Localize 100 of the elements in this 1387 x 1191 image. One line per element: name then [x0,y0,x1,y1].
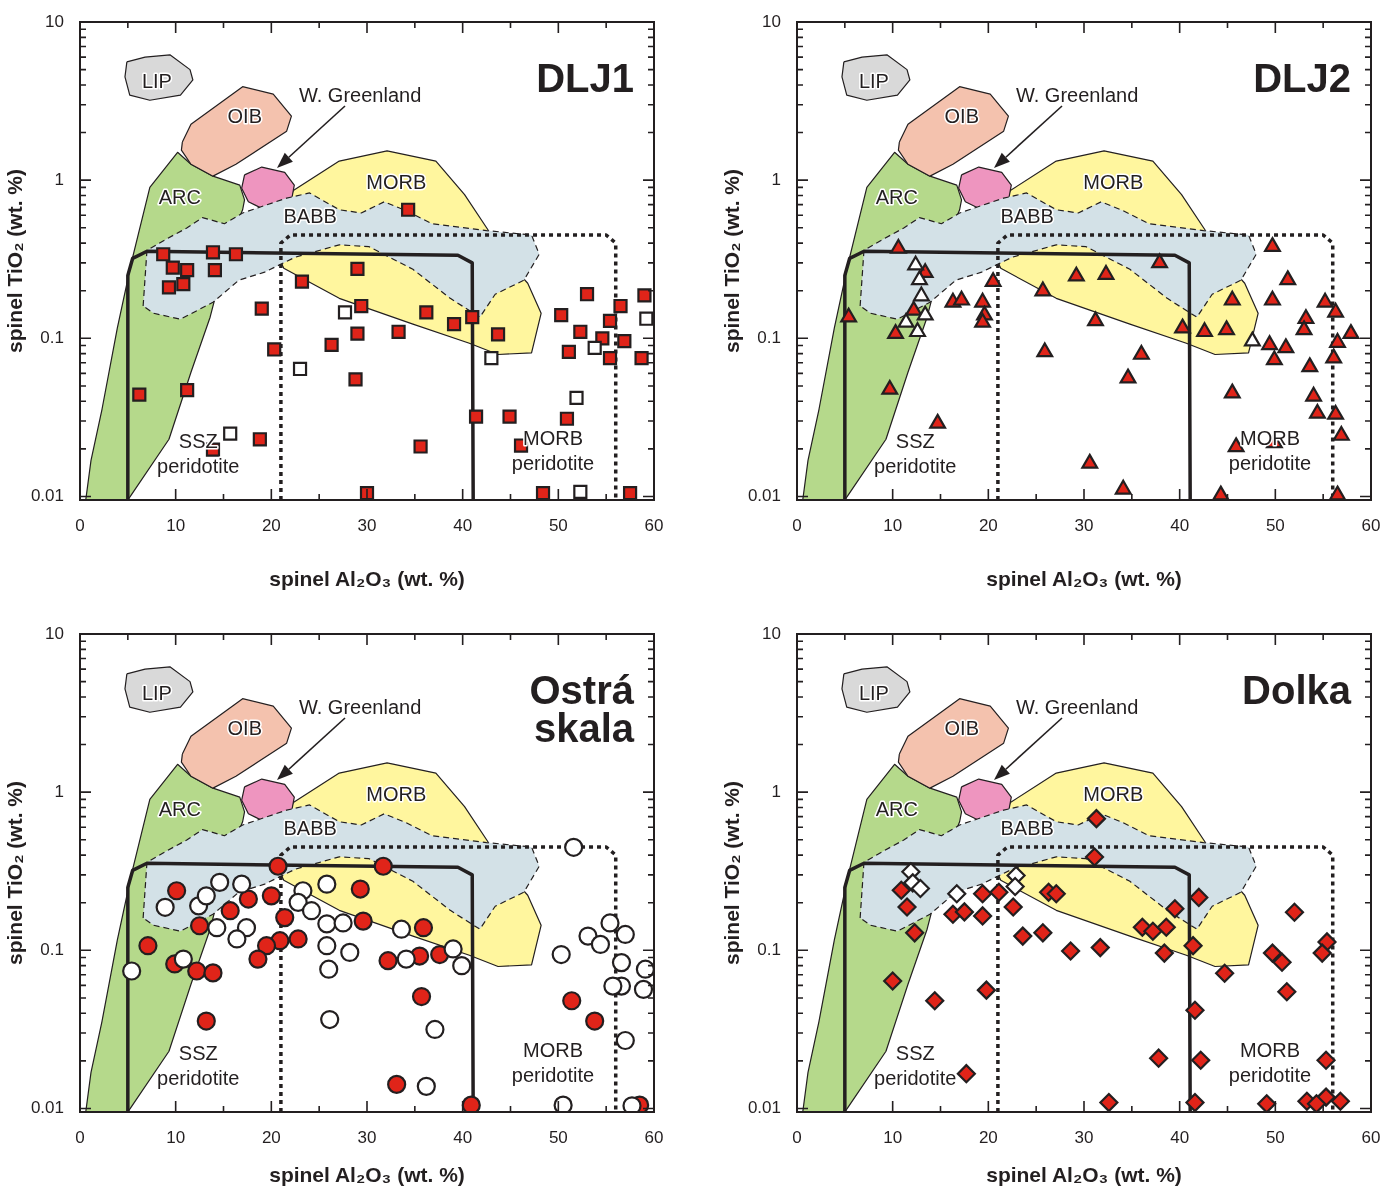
annotation: ARC [158,798,201,821]
point [378,951,398,971]
point [1327,404,1345,420]
y-tick-label: 1 [771,169,781,189]
point [411,986,432,1007]
annotation: MORB [366,170,427,193]
annotation: SSZ peridotite [157,429,240,477]
point [1218,320,1236,336]
text: DLJ1 [536,56,634,100]
y-tick-label: 1 [54,169,64,189]
point [637,288,652,303]
annotation: OIB [227,104,262,127]
point [353,911,373,931]
point [554,308,569,323]
point [925,991,945,1011]
point [639,311,654,326]
x-tick-label: 40 [1170,515,1190,535]
x-tick-label: 10 [166,515,186,535]
x-tick-label: 10 [166,1127,186,1147]
point [1305,386,1323,402]
point [891,880,911,900]
point [1261,335,1279,351]
point [220,901,240,921]
point [176,277,191,292]
text: Dolka [1242,668,1352,712]
annotation: MORB [1083,782,1144,805]
point [173,949,193,969]
point [288,929,308,949]
y-tick-label: 10 [45,11,64,31]
point [912,286,930,302]
x-tick-label: 0 [792,515,802,535]
point [1277,338,1295,354]
point [1003,897,1023,917]
point [156,247,171,262]
point [1005,876,1025,897]
point [1316,1050,1336,1070]
y-tick-label: 0.01 [747,486,781,506]
point [559,411,575,426]
point [953,290,971,306]
point [634,350,649,366]
point [1033,923,1053,943]
point [535,486,551,500]
point [984,272,1002,288]
annotation: SSZ peridotite [874,429,957,477]
x-axis-title: spinel Al₂O₃ (wt. %) [269,567,465,591]
annotation: W. Greenland [1015,83,1139,106]
point [187,961,207,981]
y-tick-label: 10 [45,623,64,643]
point [1114,479,1132,495]
point [897,897,917,917]
point [1316,292,1334,308]
point [484,350,499,366]
annotation: BABB [283,204,337,227]
annotation: W. Greenland [298,695,422,718]
x-tick-label: 30 [1074,515,1094,535]
point [1272,952,1292,972]
point [252,432,267,447]
x-tick-label: 30 [357,515,377,535]
point [401,202,416,217]
point [1119,368,1137,384]
y-tick-label: 1 [771,781,781,801]
x-axis-title: spinel Al₂O₃ (wt. %) [986,567,1182,591]
point [261,886,281,906]
annotation: W. Greenland [298,83,422,106]
text: DLJ2 [1253,56,1351,100]
point [910,270,928,286]
point [573,484,588,499]
point [490,327,506,342]
point [1223,290,1241,306]
x-tick-label: 50 [1265,515,1285,535]
point [1191,1050,1211,1070]
point [1342,324,1360,340]
point [413,439,428,454]
point [196,1011,216,1031]
annotation: LIP [141,69,172,92]
point [267,342,282,357]
point [275,908,295,928]
point [207,262,222,278]
point [1185,1000,1205,1020]
point [1143,921,1163,941]
x-tick-label: 40 [453,1127,473,1147]
annotation: SSZ peridotite [157,1041,240,1089]
point [1306,1094,1327,1112]
y-tick-label: 0.01 [30,486,64,506]
point [905,300,923,316]
point [1034,281,1052,297]
point [1086,809,1107,829]
point [1090,938,1110,958]
point [1084,847,1105,867]
point [622,486,638,500]
point [465,310,480,325]
point [1149,1048,1169,1068]
y-axis-title: spinel TiO₂ (wt. %) [720,781,744,965]
point [502,409,517,424]
x-tick-label: 50 [548,515,568,535]
point [897,312,915,328]
point [1284,902,1305,922]
x-tick-label: 20 [261,515,281,535]
x-tick-label: 50 [548,1127,568,1147]
annotation: LIP [858,681,889,704]
